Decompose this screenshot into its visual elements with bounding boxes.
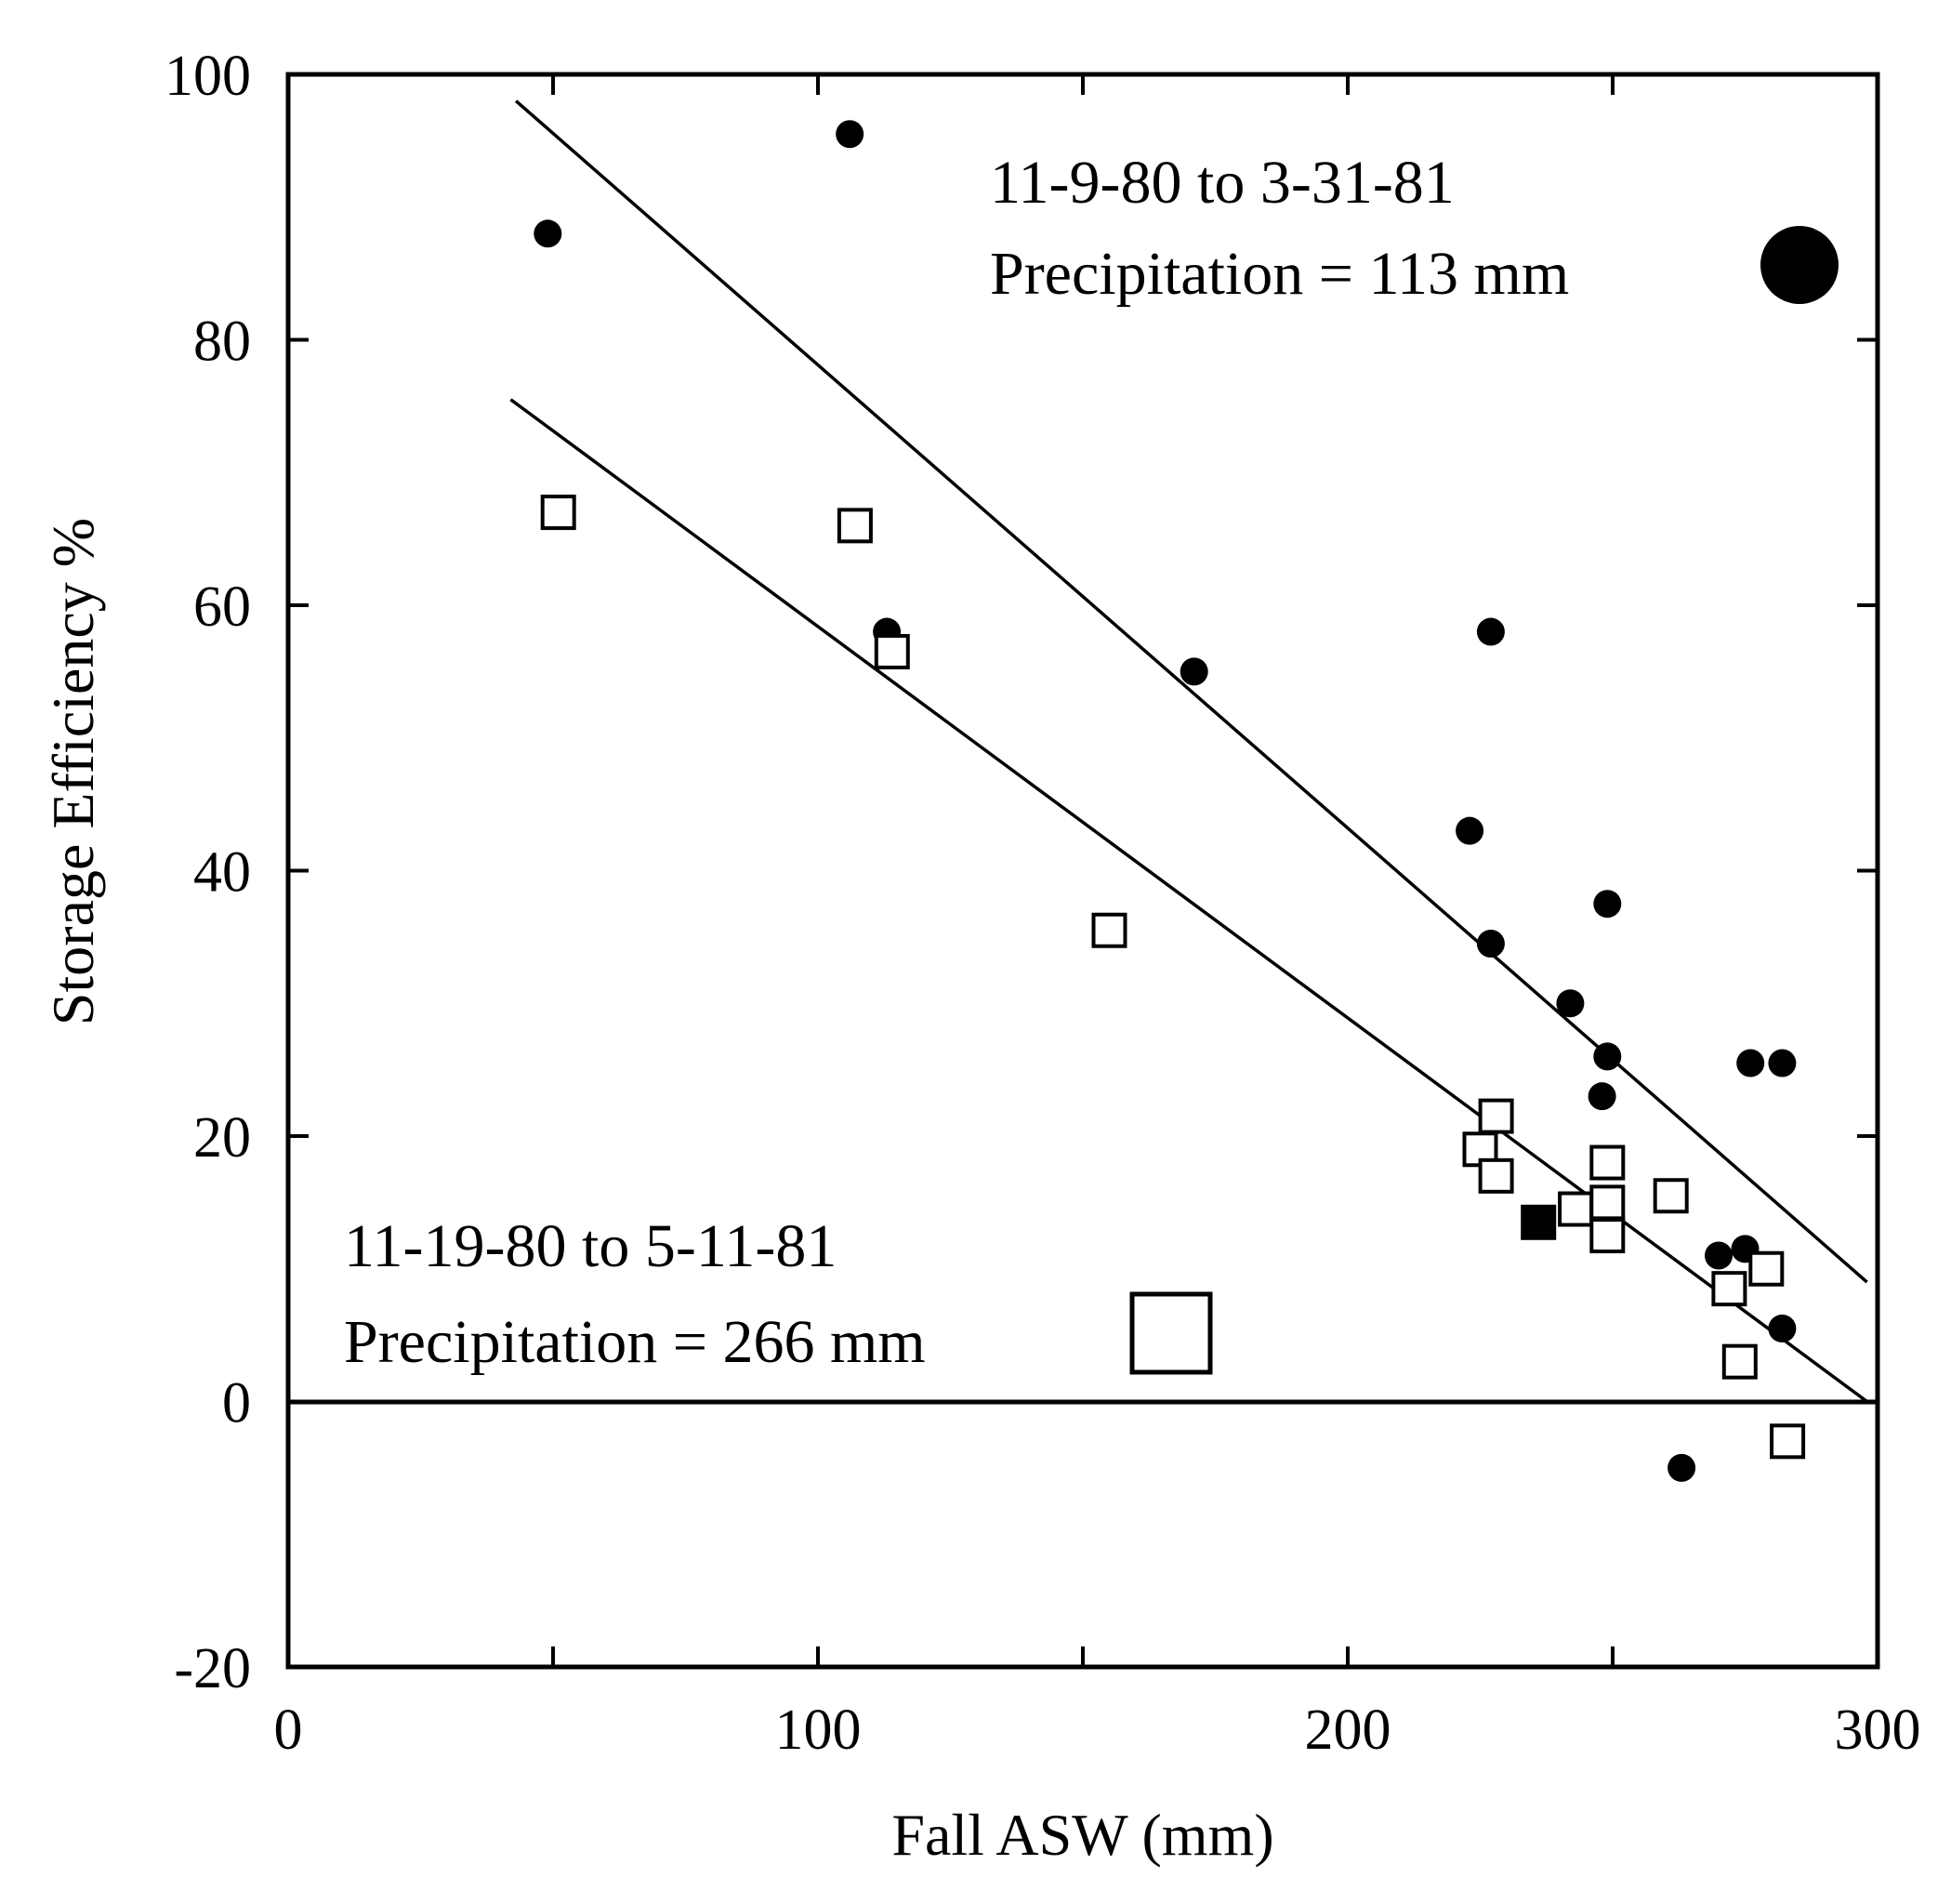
y-tick-label: 40 [193,841,251,905]
y-tick-label: 20 [193,1106,251,1170]
data-point-square [1589,1184,1626,1221]
x-tick-labels: 0 100 200 300 [274,1699,1921,1762]
legend-series-1-marker [1760,226,1839,304]
data-point-circle [1180,657,1208,686]
data-point-filled-square [1521,1204,1557,1240]
x-tick-label: 200 [1305,1699,1391,1762]
data-point-circle [836,120,864,149]
data-point-square [1653,1178,1689,1214]
data-point-circle [1476,930,1505,959]
x-tick-label: 0 [274,1699,303,1762]
data-point-circle [1705,1241,1733,1270]
data-point-circle [1588,1082,1616,1111]
legend-series-1-dates: 11-9-80 to 3-31-81 [990,149,1455,217]
legend-series-1: 11-9-80 to 3-31-81 Precipitation = 113 m… [990,149,1839,308]
regression-lines [509,99,1868,1403]
data-point-circle [1768,1049,1797,1078]
legend-series-2-dates: 11-19-80 to 5-11-81 [344,1212,837,1280]
data-point-square [837,508,873,544]
data-point-circle [1476,617,1505,646]
y-tick-label: 60 [193,575,251,639]
data-point-square [540,495,576,531]
y-tick-label: 0 [222,1372,251,1435]
data-point-square [1478,1157,1514,1194]
data-point-square [874,633,910,669]
y-tick-label: 80 [193,311,251,374]
y-axis-title: Storage Efficiency % [40,518,106,1025]
data-point-square [1589,1218,1626,1254]
data-point-circle [1736,1049,1765,1078]
legend-series-2-precip: Precipitation = 266 mm [344,1308,926,1376]
data-point-circle [1768,1314,1797,1342]
legend-series-1-precip: Precipitation = 113 mm [990,240,1569,308]
data-point-circle [1593,1042,1622,1071]
x-tick-label: 100 [775,1699,862,1762]
data-point-square [1091,912,1127,948]
data-point-square [1558,1191,1594,1227]
data-point-square [1721,1343,1758,1380]
x-tick-label: 300 [1835,1699,1921,1762]
data-point-circle [1556,989,1585,1018]
data-point-circle [534,219,562,248]
data-point-circle [1593,890,1622,919]
data-markers [534,120,1806,1482]
data-point-square [1478,1098,1514,1134]
fit-line-series-2 [509,398,1868,1403]
fit-line-series-1 [514,99,1868,1284]
legend-series-2: 11-19-80 to 5-11-81 Precipitation = 266 … [344,1212,1213,1376]
plot-frame [285,72,1880,1670]
y-tick-label: -20 [174,1637,251,1700]
data-point-circle [1456,816,1484,845]
y-tick-labels: 100 80 60 40 20 0 -20 [165,45,251,1700]
legend-series-2-marker [1129,1291,1213,1375]
data-point-square [1589,1144,1626,1181]
axis-ticks [288,73,1878,1669]
x-axis-title: Fall ASW (mm) [891,1802,1273,1868]
y-tick-label: 100 [165,45,251,108]
data-point-square [1711,1271,1747,1307]
data-point-square [1748,1250,1785,1287]
data-point-circle [1668,1453,1696,1482]
data-point-square [1770,1423,1806,1460]
